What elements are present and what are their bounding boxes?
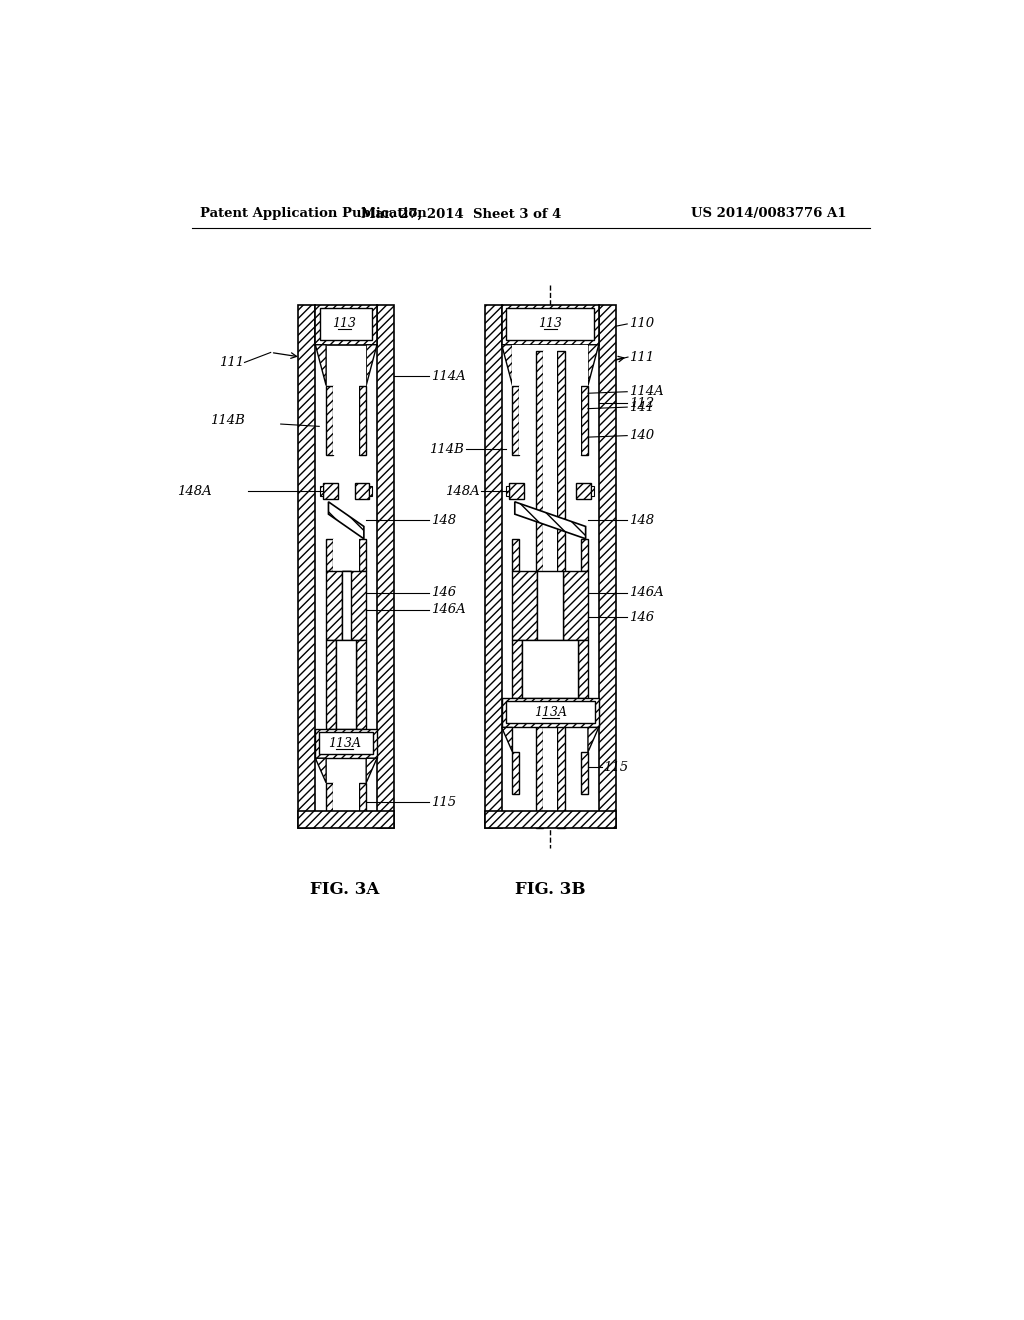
Polygon shape <box>342 572 367 640</box>
Text: 114A: 114A <box>431 370 466 383</box>
Text: FIG. 3A: FIG. 3A <box>310 882 379 899</box>
Bar <box>326 640 336 729</box>
Polygon shape <box>515 502 586 539</box>
Text: 115: 115 <box>603 760 629 774</box>
Bar <box>519 385 581 455</box>
Bar <box>502 698 599 727</box>
Bar <box>484 812 615 829</box>
Bar <box>326 539 333 572</box>
Bar <box>319 308 373 341</box>
Bar <box>512 345 588 385</box>
Bar <box>333 385 359 455</box>
Bar <box>359 539 367 572</box>
Bar <box>377 305 394 829</box>
Text: Patent Application Publication: Patent Application Publication <box>200 207 427 220</box>
Polygon shape <box>326 572 351 640</box>
Polygon shape <box>367 345 377 385</box>
Bar <box>359 783 367 825</box>
Bar <box>538 572 563 640</box>
Bar <box>326 345 367 385</box>
Text: 115: 115 <box>431 796 456 809</box>
Bar <box>557 351 565 829</box>
Bar <box>536 351 544 829</box>
Polygon shape <box>315 345 326 385</box>
Text: 146: 146 <box>431 586 456 599</box>
Text: 113: 113 <box>333 317 356 330</box>
Bar <box>370 487 373 496</box>
Text: 141: 141 <box>629 400 654 413</box>
Bar <box>506 308 594 341</box>
Bar <box>326 385 333 455</box>
Text: 113A: 113A <box>534 706 566 719</box>
Bar <box>599 305 615 829</box>
Bar <box>581 539 588 572</box>
Bar <box>512 385 519 455</box>
Bar <box>581 752 588 795</box>
Text: 148A: 148A <box>444 484 479 498</box>
Bar <box>319 733 373 754</box>
Bar <box>544 351 557 829</box>
Text: 113: 113 <box>539 317 562 330</box>
Bar <box>326 783 333 825</box>
Bar <box>298 305 315 829</box>
Text: 140: 140 <box>629 429 654 442</box>
Text: 114A: 114A <box>629 385 664 399</box>
Bar <box>356 640 367 729</box>
Polygon shape <box>367 758 377 783</box>
Text: 148A: 148A <box>177 484 211 498</box>
Bar <box>484 305 502 829</box>
Bar <box>323 483 338 499</box>
Bar <box>359 385 367 455</box>
Bar <box>319 487 323 496</box>
Bar <box>577 483 591 499</box>
Bar <box>298 812 394 829</box>
Text: 110: 110 <box>629 317 654 330</box>
Bar <box>342 572 351 640</box>
Polygon shape <box>315 758 326 783</box>
Text: 146A: 146A <box>431 603 466 616</box>
Bar <box>333 783 359 825</box>
Text: 148: 148 <box>431 513 456 527</box>
Bar <box>506 487 509 496</box>
Text: 113A: 113A <box>328 737 361 750</box>
Polygon shape <box>502 345 512 385</box>
Bar <box>354 483 370 499</box>
Text: 112: 112 <box>629 397 654 409</box>
Bar <box>578 640 588 698</box>
Polygon shape <box>502 727 512 752</box>
Text: 146A: 146A <box>629 586 664 599</box>
Text: 148: 148 <box>629 513 654 527</box>
Bar <box>336 640 356 729</box>
Bar <box>506 701 595 723</box>
Bar <box>512 752 519 795</box>
Text: 114B: 114B <box>429 444 464 455</box>
Bar <box>509 483 524 499</box>
Bar <box>581 385 588 455</box>
Text: US 2014/0083776 A1: US 2014/0083776 A1 <box>691 207 847 220</box>
Polygon shape <box>512 572 538 640</box>
Polygon shape <box>329 502 364 539</box>
Bar <box>315 305 377 345</box>
Bar <box>512 640 522 698</box>
Bar <box>512 539 519 572</box>
Bar <box>315 729 377 758</box>
Text: 146: 146 <box>629 611 654 624</box>
Text: Mar. 27, 2014  Sheet 3 of 4: Mar. 27, 2014 Sheet 3 of 4 <box>361 207 562 220</box>
Text: 111: 111 <box>219 356 245 370</box>
Bar <box>502 305 599 345</box>
Text: 114B: 114B <box>210 413 245 426</box>
Polygon shape <box>588 345 599 385</box>
Polygon shape <box>588 727 599 752</box>
Polygon shape <box>563 572 588 640</box>
Bar <box>522 640 578 698</box>
Text: FIG. 3B: FIG. 3B <box>515 882 586 899</box>
Bar <box>333 539 359 572</box>
Bar <box>591 487 594 496</box>
Text: 111: 111 <box>630 351 654 363</box>
